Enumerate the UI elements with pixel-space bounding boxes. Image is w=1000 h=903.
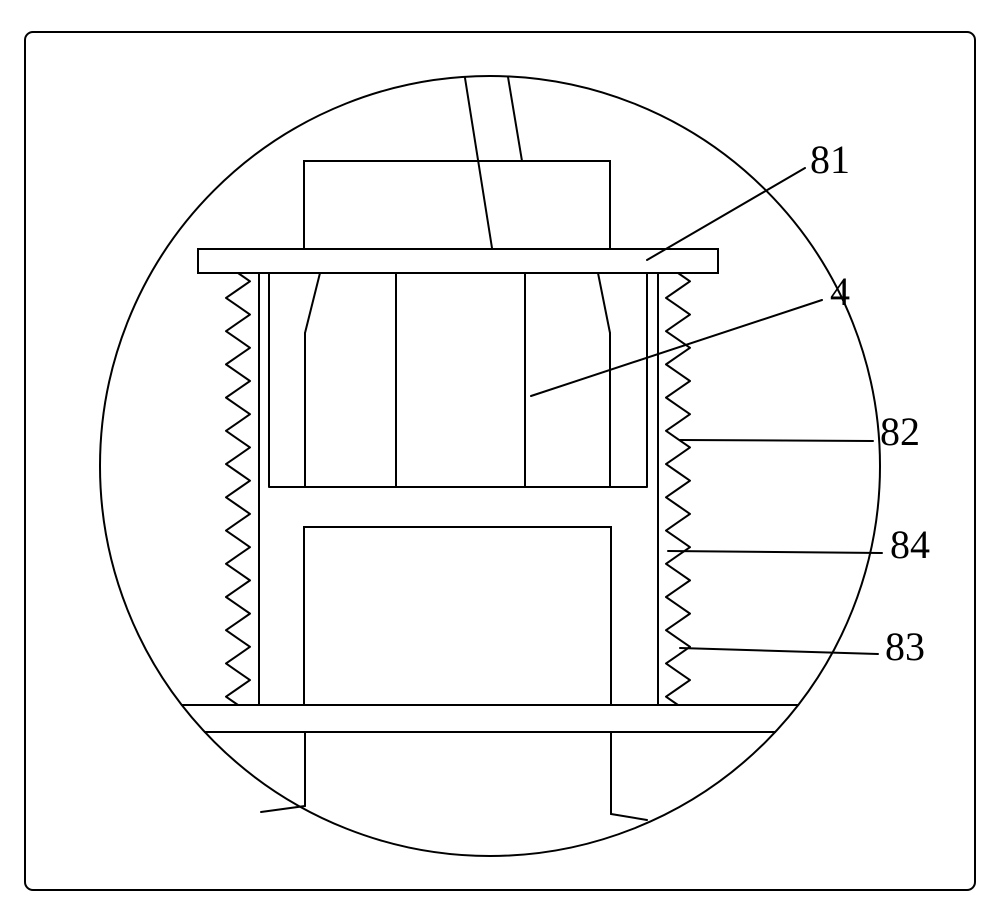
- cap-block: [304, 161, 610, 249]
- prong-left-angle: [261, 806, 305, 812]
- upper-bracket: [269, 273, 647, 487]
- leader-82: [680, 440, 873, 441]
- stem-line-right: [508, 77, 522, 161]
- leader-84: [668, 551, 882, 553]
- label-82: 82: [880, 409, 920, 454]
- leader-81: [647, 168, 805, 260]
- label-83: 83: [885, 624, 925, 669]
- leader-83: [680, 648, 878, 654]
- label-4: 4: [830, 269, 850, 314]
- leader-4: [531, 300, 822, 396]
- label-84: 84: [890, 522, 930, 567]
- prong-right-angle: [611, 814, 647, 820]
- well-right-angle: [598, 273, 610, 333]
- top-plate: [198, 249, 718, 273]
- well-left-angle: [305, 273, 320, 333]
- lower-block: [304, 527, 611, 705]
- zigzag-left: [226, 273, 250, 705]
- zigzag-right: [666, 273, 690, 705]
- stem-line-left: [465, 78, 492, 248]
- label-81: 81: [810, 137, 850, 182]
